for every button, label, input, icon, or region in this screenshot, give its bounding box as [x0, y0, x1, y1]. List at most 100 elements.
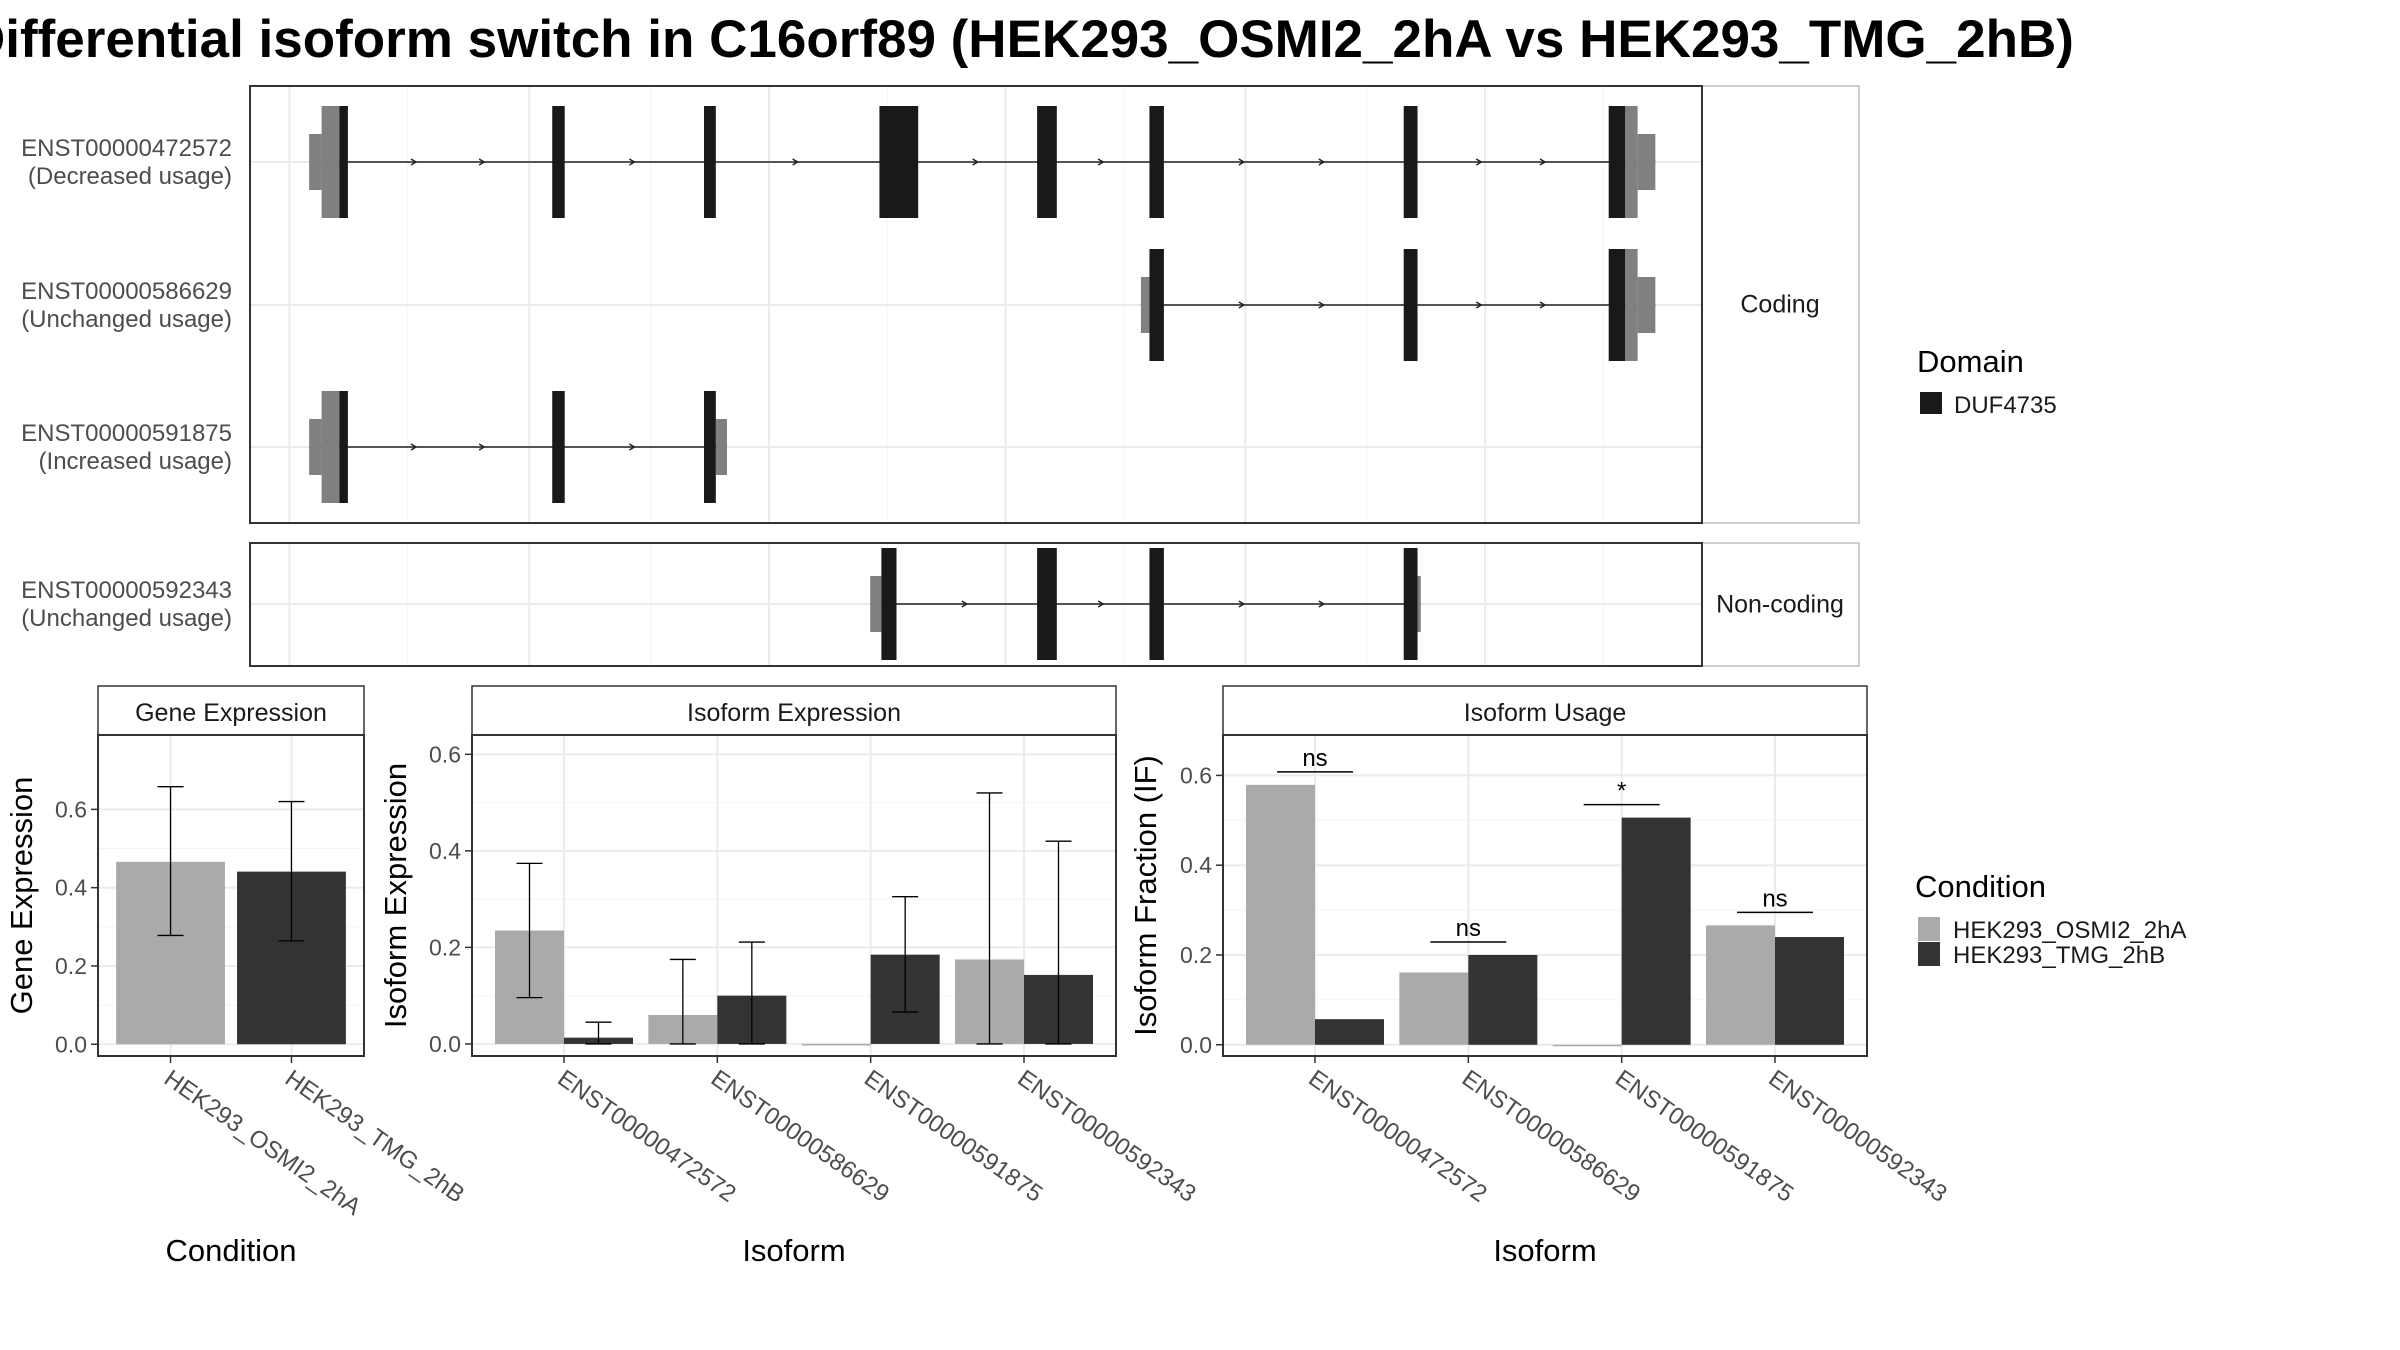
legend-label-condition: HEK293_TMG_2hB — [1953, 942, 2165, 969]
panel-border — [471, 734, 1117, 1057]
intron-arrow — [1238, 301, 1246, 309]
legend-title-condition: Condition — [1915, 869, 2046, 904]
intron-arrow — [628, 443, 636, 451]
panel-border — [1222, 734, 1868, 1057]
significance-label: ns — [1762, 885, 1787, 912]
domain-exon — [1037, 106, 1057, 218]
y-tick-label: 0.2 — [1180, 942, 1212, 968]
facet-panel-border — [249, 542, 1703, 667]
transcript-row: ENST00000586629(Unchanged usage) — [21, 249, 1702, 361]
intron-arrow — [1475, 158, 1483, 166]
y-tick-label: 0.6 — [1180, 762, 1212, 788]
intron-arrow — [1238, 158, 1246, 166]
x-axis-title: Isoform — [742, 1233, 845, 1268]
legend-title-domain: Domain — [1917, 344, 2024, 379]
intron-arrow — [1539, 158, 1547, 166]
legend-key-domain — [1920, 392, 1942, 414]
legend-label-condition: HEK293_OSMI2_2hA — [1953, 917, 2186, 944]
utr-exon — [1625, 106, 1638, 218]
y-tick-label: 0.6 — [55, 796, 87, 822]
transcript-row: ENST00000592343(Unchanged usage) — [21, 548, 1702, 660]
domain-exon — [1149, 106, 1164, 218]
y-axis-title: Isoform Fraction (IF) — [1128, 755, 1163, 1036]
plot-title: Differential isoform switch in C16orf89 … — [0, 10, 2074, 69]
intron-arrow — [1318, 301, 1326, 309]
intron-arrow — [1238, 600, 1246, 608]
utr-exon — [321, 106, 340, 218]
panel-title: Gene Expression — [135, 699, 327, 727]
transcript-id-label: ENST00000591875 — [21, 420, 232, 447]
panel-title: Isoform Expression — [687, 699, 901, 727]
intron-arrow — [478, 443, 486, 451]
y-tick-label: 0.2 — [55, 953, 87, 979]
facet-panel-border — [249, 85, 1703, 524]
domain-exon — [339, 391, 348, 503]
domain-exon — [1608, 249, 1626, 361]
intron-arrow — [1097, 158, 1105, 166]
facet-strip — [1701, 85, 1860, 524]
significance-label: ns — [1302, 745, 1327, 772]
utr-exon — [1637, 277, 1656, 333]
domain-exon — [1403, 106, 1418, 218]
transcript-usage-label: (Unchanged usage) — [21, 605, 232, 632]
intron-arrow — [1318, 158, 1326, 166]
intron-arrow — [1318, 600, 1326, 608]
utr-exon — [715, 419, 727, 475]
panel-strip — [471, 685, 1117, 736]
transcript-row: ENST00000591875(Increased usage) — [21, 391, 1702, 503]
utr-exon — [309, 419, 322, 475]
x-tick-label: HEK293_OSMI2_2hA — [159, 1065, 366, 1221]
domain-exon — [703, 106, 716, 218]
bar — [1246, 784, 1315, 1045]
panel-strip — [1222, 685, 1868, 736]
utr-exon — [870, 576, 882, 632]
intron-arrow — [1097, 600, 1105, 608]
facet-strip — [1701, 542, 1860, 667]
transcript-usage-label: (Unchanged usage) — [21, 306, 232, 333]
legend-label-domain: DUF4735 — [1954, 392, 2057, 419]
y-tick-label: 0.0 — [55, 1031, 87, 1057]
intron-arrow — [1539, 301, 1547, 309]
domain-exon — [1403, 548, 1418, 660]
domain-exon — [1608, 106, 1626, 218]
transcript-id-label: ENST00000592343 — [21, 577, 232, 604]
significance-label: * — [1617, 778, 1626, 805]
y-axis-title: Gene Expression — [4, 777, 39, 1015]
domain-exon — [552, 391, 565, 503]
bar — [801, 1043, 871, 1046]
bar-panel: Isoform Usage0.00.20.40.6nsns*nsENST0000… — [1128, 685, 1952, 1268]
legends: Domain DUF4735 Condition HEK293_OSMI2_2hAHE… — [1915, 344, 2186, 969]
legend-key-condition — [1918, 942, 1940, 966]
y-tick-label: 0.4 — [1180, 852, 1212, 878]
y-tick-label: 0.0 — [429, 1031, 461, 1057]
y-tick-label: 0.0 — [1180, 1032, 1212, 1058]
panel-title: Isoform Usage — [1464, 699, 1627, 727]
transcript-structure-plot: Coding Non-coding ENST00000472572(Decrease… — [21, 85, 1860, 667]
x-axis-title: Condition — [166, 1233, 297, 1268]
transcript-row: ENST00000472572(Decreased usage) — [21, 106, 1702, 218]
domain-exon — [1149, 249, 1164, 361]
y-tick-label: 0.6 — [429, 741, 461, 767]
bar — [1621, 817, 1691, 1045]
bar — [1706, 925, 1775, 1045]
x-axis-title: Isoform — [1493, 1233, 1596, 1268]
y-axis-title: Isoform Expression — [378, 763, 413, 1028]
bar — [1775, 937, 1844, 1045]
significance-label: ns — [1456, 915, 1481, 942]
utr-exon — [1637, 134, 1656, 190]
facet-strip-label: Non-coding — [1716, 591, 1844, 619]
intron-arrow — [972, 158, 980, 166]
panel-border — [97, 734, 365, 1057]
intron-arrow — [478, 158, 486, 166]
domain-exon — [552, 106, 565, 218]
facet-strip-label: Coding — [1740, 291, 1819, 319]
transcript-id-label: ENST00000472572 — [21, 135, 232, 162]
domain-exon — [1403, 249, 1418, 361]
transcript-id-label: ENST00000586629 — [21, 278, 232, 305]
intron-arrow — [410, 443, 418, 451]
bar — [1552, 1044, 1622, 1047]
intron-arrow — [1475, 301, 1483, 309]
transcript-usage-label: (Decreased usage) — [28, 163, 232, 190]
y-tick-label: 0.2 — [429, 934, 461, 960]
